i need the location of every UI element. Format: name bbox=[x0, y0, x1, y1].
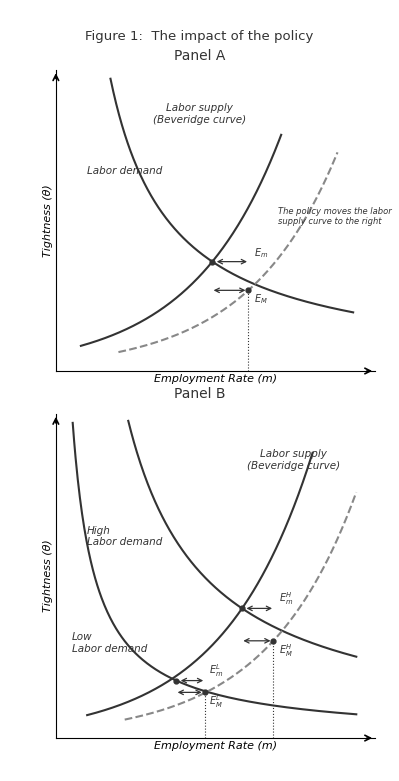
Text: High
Labor demand: High Labor demand bbox=[87, 526, 162, 547]
Y-axis label: Tightness (θ): Tightness (θ) bbox=[43, 540, 53, 612]
Text: Labor supply
(Beveridge curve): Labor supply (Beveridge curve) bbox=[153, 103, 246, 125]
Text: Figure 1:  The impact of the policy: Figure 1: The impact of the policy bbox=[85, 30, 314, 43]
Text: The policy moves the labor
supply curve to the right: The policy moves the labor supply curve … bbox=[278, 207, 392, 226]
Text: $E_M$: $E_M$ bbox=[254, 291, 268, 305]
Text: Low
Labor demand: Low Labor demand bbox=[71, 632, 147, 654]
Text: $E_m^L$: $E_m^L$ bbox=[209, 662, 223, 679]
Text: $E_m^H$: $E_m^H$ bbox=[279, 590, 293, 607]
Text: Labor supply
(Beveridge curve): Labor supply (Beveridge curve) bbox=[247, 449, 340, 471]
X-axis label: Employment Rate (m): Employment Rate (m) bbox=[154, 741, 277, 751]
Text: Panel B: Panel B bbox=[174, 387, 225, 401]
Y-axis label: Tightness (θ): Tightness (θ) bbox=[43, 184, 53, 257]
Text: $E_m$: $E_m$ bbox=[254, 247, 268, 260]
X-axis label: Employment Rate (m): Employment Rate (m) bbox=[154, 374, 277, 383]
Text: Panel A: Panel A bbox=[174, 49, 225, 63]
Text: $E_M^H$: $E_M^H$ bbox=[279, 642, 293, 659]
Text: $E_M^L$: $E_M^L$ bbox=[209, 694, 223, 711]
Text: Labor demand: Labor demand bbox=[87, 166, 162, 177]
